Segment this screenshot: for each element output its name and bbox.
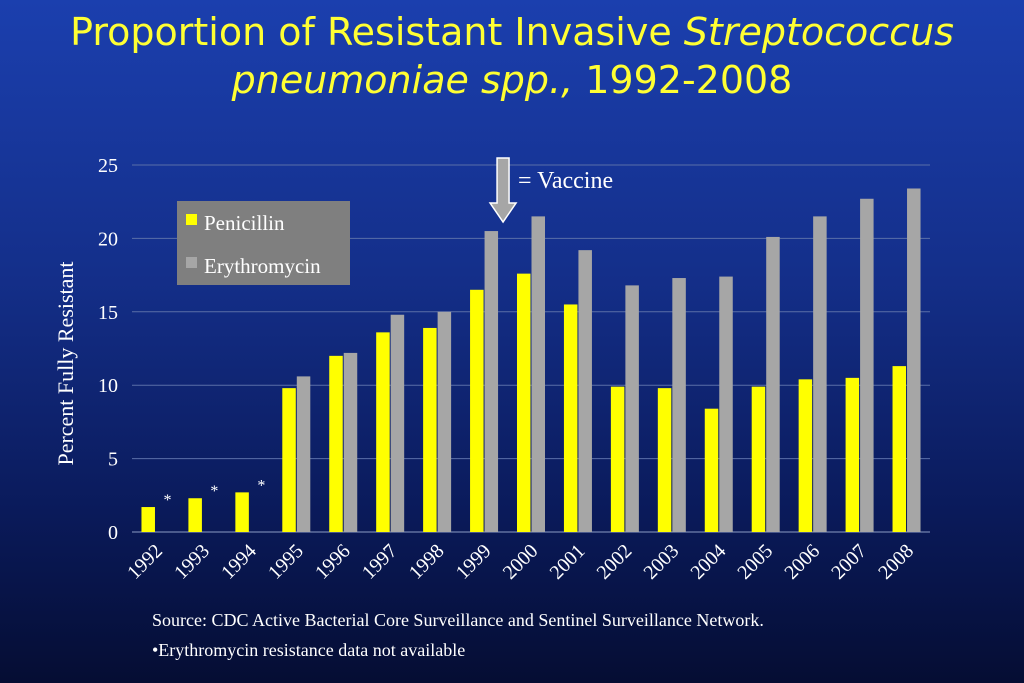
bar-penicillin-2002 [610,386,625,532]
y-axis-label: Percent Fully Resistant [53,261,78,465]
bar-penicillin-1997 [376,332,390,532]
footnote: •Erythromycin resistance data not availa… [152,640,466,660]
bar-erythromycin-2007 [860,198,874,532]
legend-swatch-erythromycin [186,257,197,268]
bar-penicillin-1998 [423,327,437,532]
bar-erythromycin-2008 [907,188,921,532]
bar-erythromycin-1999 [484,231,499,532]
x-tick-label: 1993 [170,540,214,584]
x-tick-label: 2008 [874,540,918,584]
bar-penicillin-1992 [141,507,155,532]
bar-erythromycin-2003 [672,278,686,532]
legend-label-erythromycin: Erythromycin [204,254,321,278]
x-tick-label: 2002 [593,540,637,584]
x-tick-label: 2006 [780,540,824,584]
bar-erythromycin-2001 [578,250,592,533]
bar-penicillin-2006 [798,379,813,532]
bar-penicillin-1995 [282,388,296,532]
bar-erythromycin-1998 [437,311,452,532]
bar-penicillin-1999 [470,289,484,532]
x-tick-label: 2005 [733,540,777,584]
bar-erythromycin-2006 [813,216,827,532]
x-tick-label: 1997 [358,540,402,584]
y-tick-label: 15 [98,302,118,324]
bar-penicillin-2001 [563,304,578,532]
vaccine-label: = Vaccine [518,168,613,194]
source-note: Source: CDC Active Bacterial Core Survei… [152,610,764,630]
x-tick-label: 1994 [217,540,261,584]
bar-penicillin-2004 [704,408,719,532]
title-text-1: Proportion of Resistant Invasive [70,10,684,54]
bar-penicillin-2003 [657,388,672,532]
x-tick-label: 2000 [499,540,543,584]
x-tick-label: 2007 [827,540,871,584]
asterisk-annotation: * [210,483,218,500]
x-tick-label: 1999 [452,540,496,584]
x-tick-label: 2003 [640,540,684,584]
bar-erythromycin-2005 [766,236,780,532]
legend-label-penicillin: Penicillin [204,211,285,235]
bar-erythromycin-1996 [343,352,358,532]
bar-penicillin-2005 [751,386,766,532]
bar-erythromycin-2004 [719,276,733,532]
bar-erythromycin-2002 [625,285,639,532]
x-tick-label: 2001 [546,540,590,584]
legend-box [177,201,350,285]
bar-penicillin-2000 [517,273,531,532]
bar-erythromycin-2000 [531,216,545,532]
asterisk-annotation: * [257,477,265,494]
y-tick-label: 10 [98,375,118,397]
vaccine-arrow [488,157,518,224]
slide-title: Proportion of Resistant Invasive Strepto… [0,8,1024,104]
bar-penicillin-1994 [235,492,249,532]
x-tick-label: 1998 [405,540,449,584]
x-tick-label: 1992 [123,540,167,584]
bar-penicillin-1996 [329,355,343,532]
y-tick-label: 25 [98,155,118,177]
title-italic-2: pneumoniae spp., [231,58,574,102]
title-italic-1: Streptococcus [683,10,954,54]
x-tick-label: 1996 [311,540,355,584]
bar-penicillin-2008 [892,366,907,532]
title-line-1: Proportion of Resistant Invasive Strepto… [0,8,1024,56]
y-tick-label: 20 [98,228,118,250]
y-tick-label: 0 [108,522,118,544]
title-text-2: 1992-2008 [573,58,793,102]
bar-penicillin-1993 [188,498,202,532]
bar-erythromycin-1995 [296,376,311,532]
legend-swatch-penicillin [186,214,197,225]
bar-penicillin-2007 [845,377,860,532]
title-line-2: pneumoniae spp., 1992-2008 [0,56,1024,104]
y-tick-label: 5 [108,449,118,471]
x-tick-label: 2004 [686,540,730,584]
asterisk-annotation: * [163,492,171,509]
bar-erythromycin-1997 [390,314,405,532]
x-tick-label: 1995 [264,540,308,584]
